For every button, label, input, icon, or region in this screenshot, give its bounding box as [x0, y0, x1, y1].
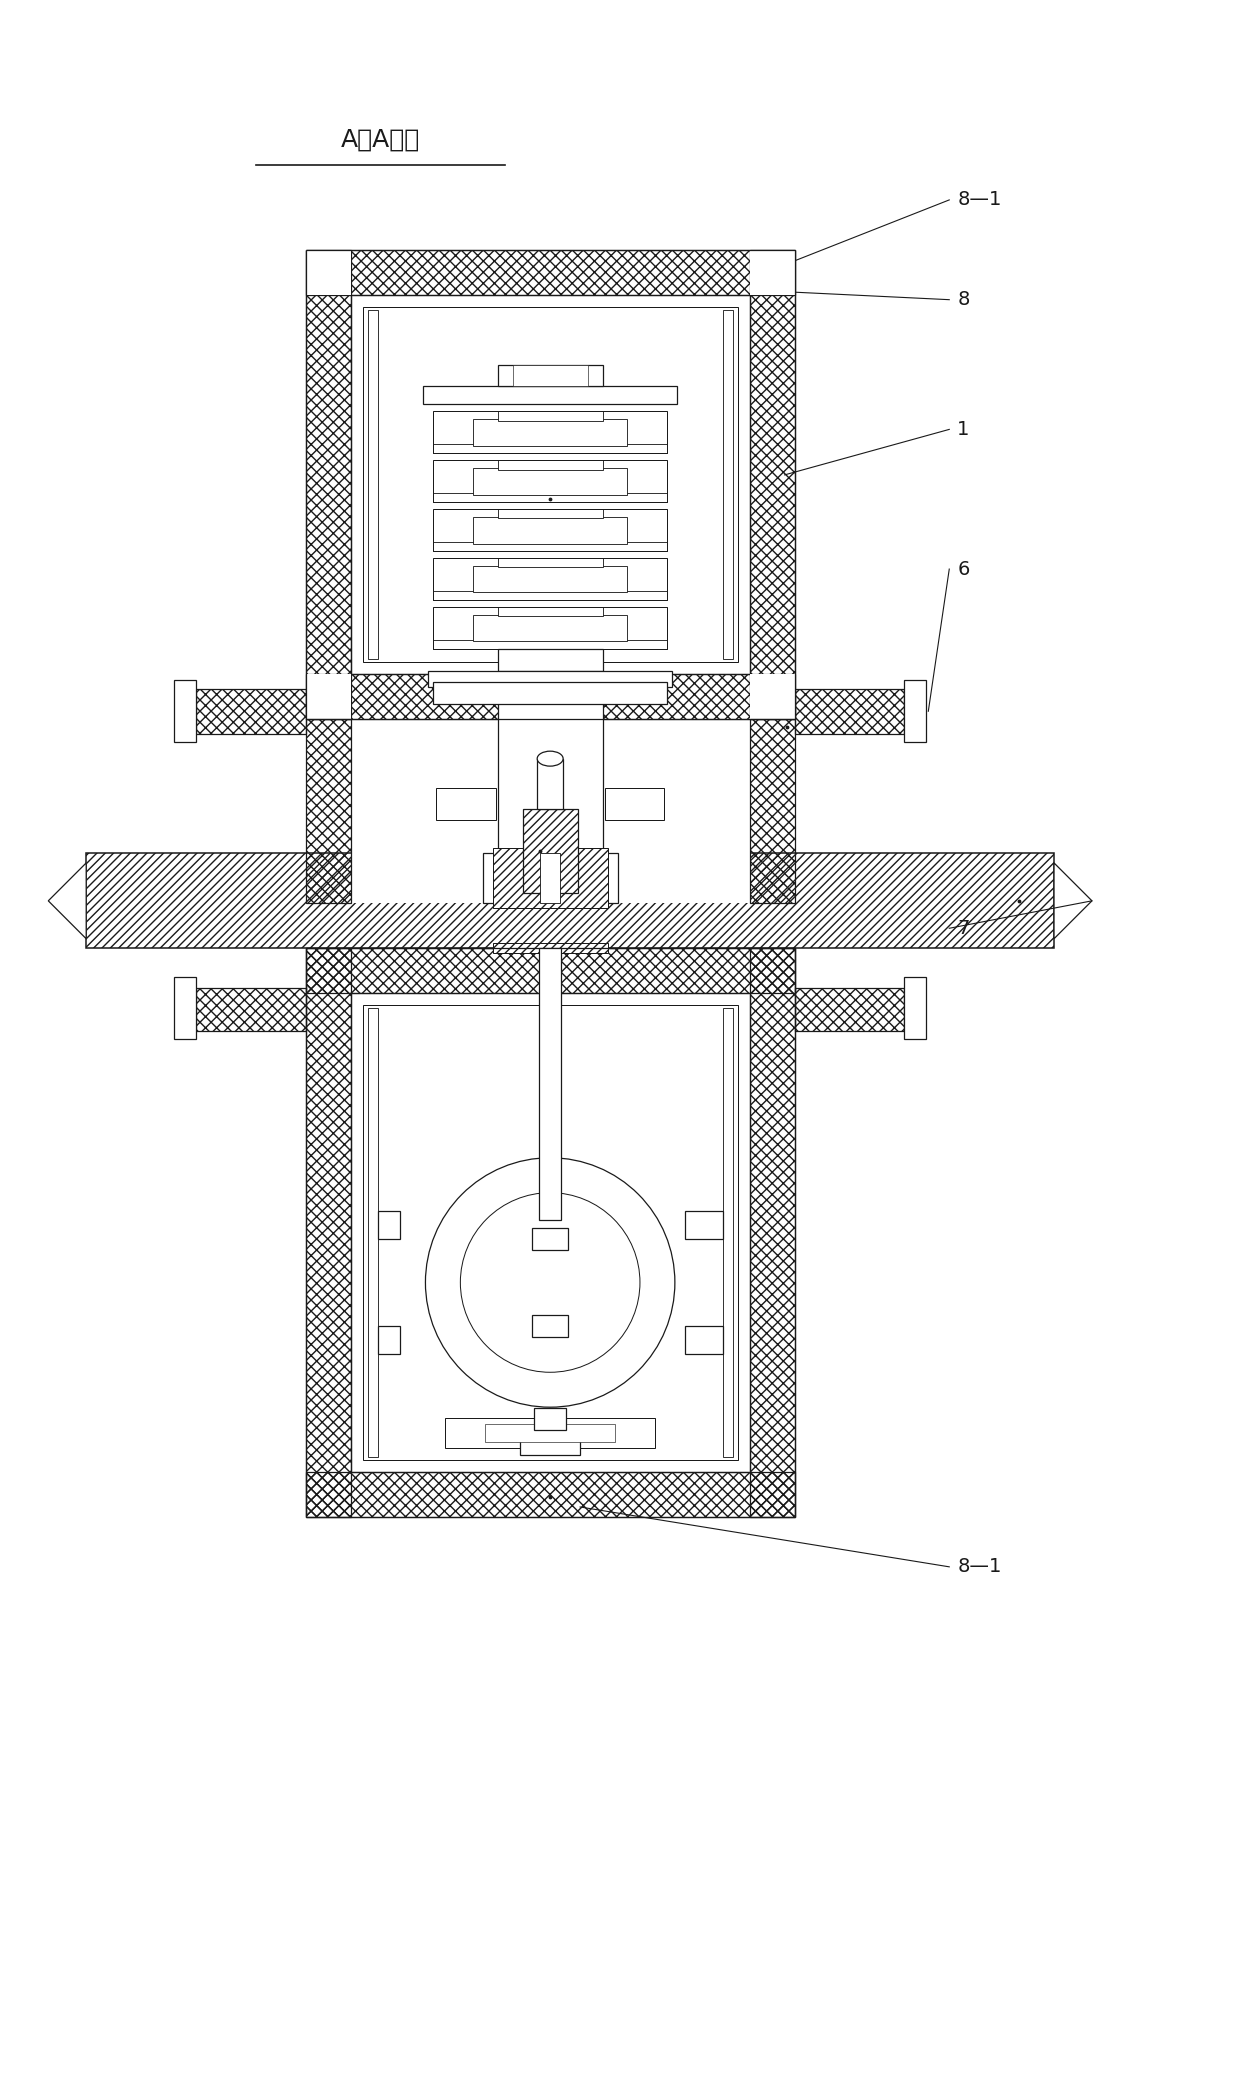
Bar [362, 306, 738, 661]
Bar [497, 411, 603, 422]
Bar [306, 673, 351, 720]
Bar [472, 615, 627, 642]
Text: 7: 7 [957, 919, 970, 938]
Text: 6: 6 [957, 560, 970, 579]
Bar [750, 948, 795, 1517]
Bar [904, 680, 926, 743]
Bar [306, 250, 795, 294]
Bar [433, 541, 667, 552]
Bar [428, 671, 672, 686]
Bar [472, 420, 627, 445]
Bar [497, 510, 603, 518]
Bar [306, 1473, 795, 1517]
Text: 8—1: 8—1 [957, 1557, 1002, 1576]
Bar [492, 848, 608, 908]
Bar [482, 854, 618, 904]
Text: A－A旋转: A－A旋转 [341, 128, 420, 151]
Bar [306, 948, 795, 1517]
Bar [492, 944, 608, 952]
Bar [196, 688, 306, 734]
Bar [433, 606, 667, 648]
Bar [521, 1431, 580, 1456]
Bar [532, 1315, 568, 1336]
Bar [723, 1009, 733, 1458]
Bar [723, 311, 733, 659]
Bar [423, 386, 677, 405]
Bar [87, 854, 1054, 948]
Bar [539, 948, 562, 1221]
Bar [367, 311, 377, 659]
Bar [795, 988, 904, 1030]
Bar [362, 1005, 738, 1460]
Bar [433, 445, 667, 453]
Bar [306, 720, 351, 904]
Bar [306, 250, 351, 720]
Bar [351, 992, 750, 1473]
Bar [174, 978, 196, 1039]
Text: 8—1: 8—1 [957, 191, 1002, 210]
Bar [472, 516, 627, 543]
Bar [433, 682, 667, 703]
Bar [377, 1326, 401, 1353]
Bar [351, 720, 750, 904]
Bar [472, 468, 627, 495]
Bar [433, 592, 667, 600]
Bar [433, 411, 667, 453]
Bar [497, 673, 603, 904]
Bar [433, 558, 667, 600]
Bar [433, 459, 667, 501]
Bar [795, 688, 904, 734]
Bar [523, 808, 578, 894]
Bar [433, 510, 667, 552]
Ellipse shape [537, 751, 563, 766]
Bar [433, 493, 667, 501]
Bar [684, 1211, 723, 1238]
Bar [367, 1009, 377, 1458]
Polygon shape [48, 862, 87, 938]
Text: 1: 1 [957, 420, 970, 438]
Bar [351, 294, 750, 673]
Bar [904, 978, 926, 1039]
Bar [605, 789, 665, 820]
Bar [436, 789, 496, 820]
Bar [750, 720, 795, 904]
Bar [684, 1326, 723, 1353]
Bar [534, 1408, 567, 1431]
Bar [174, 680, 196, 743]
Bar [306, 673, 795, 720]
Bar [513, 365, 588, 386]
Bar [497, 606, 603, 617]
Bar [196, 988, 306, 1030]
Bar [306, 948, 351, 1517]
Bar [306, 250, 351, 294]
Bar [306, 948, 795, 992]
Bar [306, 250, 795, 720]
Bar [497, 365, 603, 386]
Bar [497, 558, 603, 566]
Polygon shape [1054, 862, 1092, 938]
Bar [532, 1227, 568, 1250]
Bar [472, 566, 627, 592]
Bar [541, 854, 560, 904]
Bar [750, 250, 795, 720]
Bar [485, 1425, 615, 1441]
Bar [750, 250, 795, 294]
Bar [537, 759, 563, 808]
Bar [445, 1418, 655, 1448]
Bar [433, 640, 667, 648]
Bar [497, 648, 603, 671]
Bar [750, 673, 795, 720]
Bar [377, 1211, 401, 1238]
Text: 8: 8 [957, 290, 970, 308]
Bar [497, 459, 603, 470]
